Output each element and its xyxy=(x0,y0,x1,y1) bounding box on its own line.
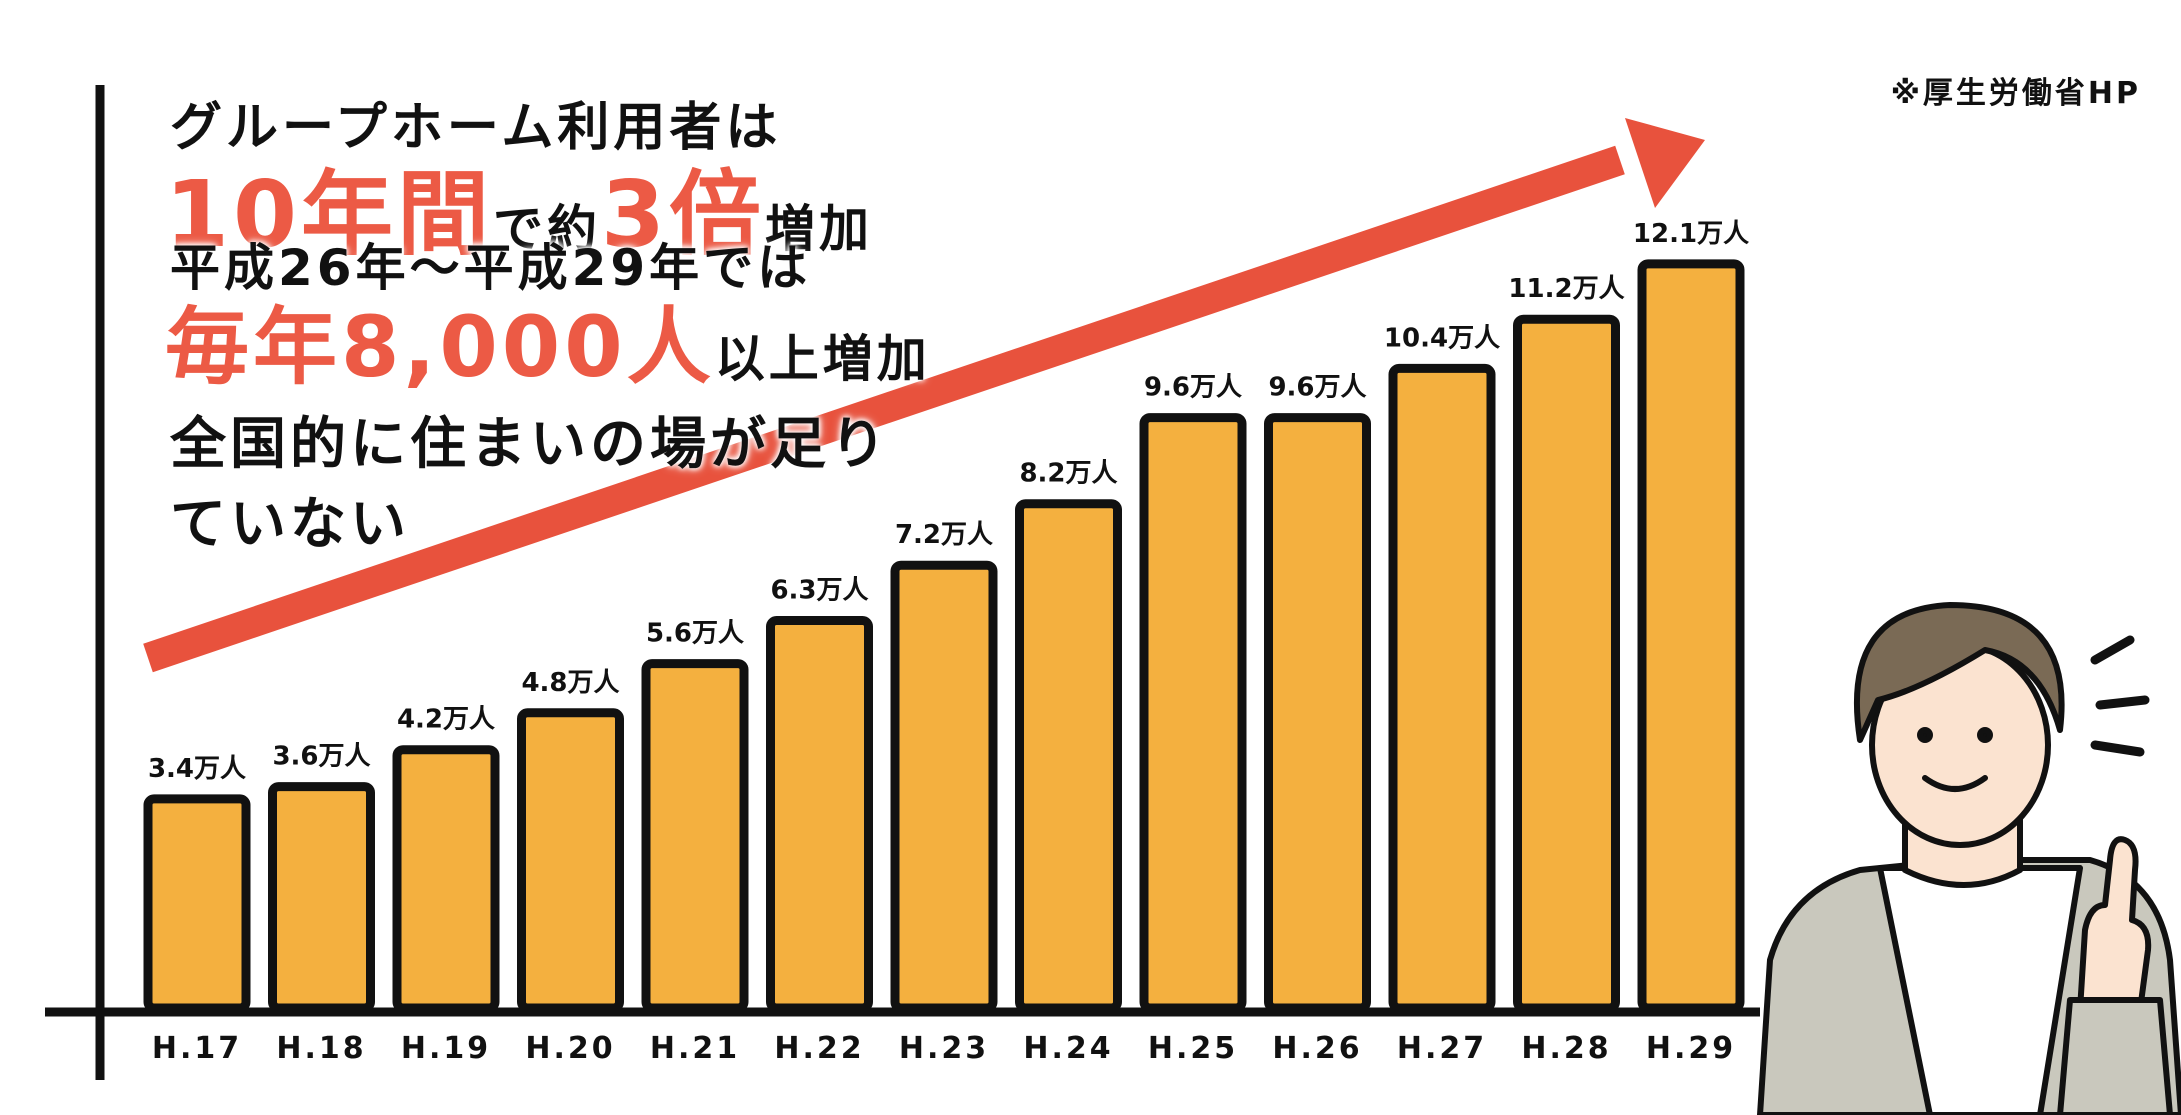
trend-arrow-head xyxy=(1625,118,1705,208)
trend-arrow xyxy=(143,118,1705,673)
emphasis-mark-1 xyxy=(2090,635,2135,665)
headline-line-4-end: 以上増加 xyxy=(714,330,931,388)
bar-H.23 xyxy=(890,560,998,1013)
bar-H.18 xyxy=(268,782,375,1013)
headline-line-4: 毎年8,000人以上増加 xyxy=(165,280,931,401)
value-label-H.21: 5.6万人 xyxy=(646,619,744,649)
value-label-H.18: 3.6万人 xyxy=(272,742,370,772)
bar-H.20 xyxy=(517,708,624,1013)
headline-line-2-end: 増加 xyxy=(765,200,874,258)
category-label-H.28: H.28 xyxy=(1521,1031,1611,1066)
axes xyxy=(45,85,1760,1080)
category-label-H.25: H.25 xyxy=(1148,1031,1238,1066)
bar-H.27 xyxy=(1388,363,1496,1013)
sleeve xyxy=(2057,997,2173,1115)
headline-line-2: 10年間で約3倍増加 xyxy=(165,140,873,273)
value-label-H.20: 4.8万人 xyxy=(521,668,619,698)
category-label-H.26: H.26 xyxy=(1272,1031,1362,1066)
emphasis-mark-3 xyxy=(2090,740,2145,757)
bar-H.21 xyxy=(641,659,749,1013)
category-label-H.21: H.21 xyxy=(650,1031,740,1066)
man-pointing-up-illustration xyxy=(1757,602,2181,1115)
value-label-H.26: 9.6万人 xyxy=(1268,373,1366,403)
bar-H.22 xyxy=(766,616,873,1013)
left-eye xyxy=(1917,727,1933,743)
headline-line-5: 全国的に住まいの場が足りていない xyxy=(170,412,890,557)
bar-H.19 xyxy=(392,745,500,1013)
right-eye xyxy=(1977,727,1993,743)
value-label-H.29: 12.1万人 xyxy=(1633,219,1749,249)
emphasis-mark-2 xyxy=(2095,695,2150,710)
bar-H.25 xyxy=(1139,413,1247,1013)
value-label-H.28: 11.2万人 xyxy=(1508,274,1624,304)
trend-arrow-shaft xyxy=(143,145,1625,673)
category-label-H.23: H.23 xyxy=(899,1031,989,1066)
bar-H.24 xyxy=(1015,499,1122,1013)
value-label-H.27: 10.4万人 xyxy=(1384,323,1500,353)
category-label-H.27: H.27 xyxy=(1397,1031,1487,1066)
category-label-H.22: H.22 xyxy=(774,1031,864,1066)
category-label-H.19: H.19 xyxy=(401,1031,491,1066)
highlight-ten-years: 10年間 xyxy=(165,161,494,268)
value-label-H.19: 4.2万人 xyxy=(397,705,495,735)
value-label-H.25: 9.6万人 xyxy=(1144,373,1242,403)
value-label-H.24: 8.2万人 xyxy=(1019,459,1117,489)
bar-H.29 xyxy=(1637,259,1745,1013)
bar-H.28 xyxy=(1513,314,1620,1013)
highlight-three-times: 3倍 xyxy=(601,161,766,268)
category-label-H.29: H.29 xyxy=(1646,1031,1736,1066)
value-label-H.23: 7.2万人 xyxy=(895,520,993,550)
value-label-H.22: 6.3万人 xyxy=(770,576,868,606)
labels-layer: 3.4万人 H.17 3.6万人 H.18 4.2万人 H.19 4.8万人 H.20 5.6万… xyxy=(148,219,1749,1066)
category-label-H.24: H.24 xyxy=(1023,1031,1113,1066)
category-label-H.17: H.17 xyxy=(152,1031,242,1066)
value-label-H.17: 3.4万人 xyxy=(148,754,246,784)
bar-H.17 xyxy=(143,794,251,1013)
category-label-H.20: H.20 xyxy=(525,1031,615,1066)
hair xyxy=(1853,602,2065,743)
headline-line-3: 平成26年〜平成29年では xyxy=(170,239,812,297)
highlight-8000-per-year: 毎年8,000人 xyxy=(165,298,715,396)
category-label-H.18: H.18 xyxy=(276,1031,366,1066)
smile xyxy=(1922,775,1988,792)
headline-line-1: グループホーム利用者は xyxy=(170,98,782,158)
pointing-hand xyxy=(2077,836,2152,1013)
headline-line-2-mid: で約 xyxy=(493,200,602,258)
source-note: ※厚生労働省HP xyxy=(1890,76,2141,111)
bar-H.26 xyxy=(1264,413,1371,1013)
